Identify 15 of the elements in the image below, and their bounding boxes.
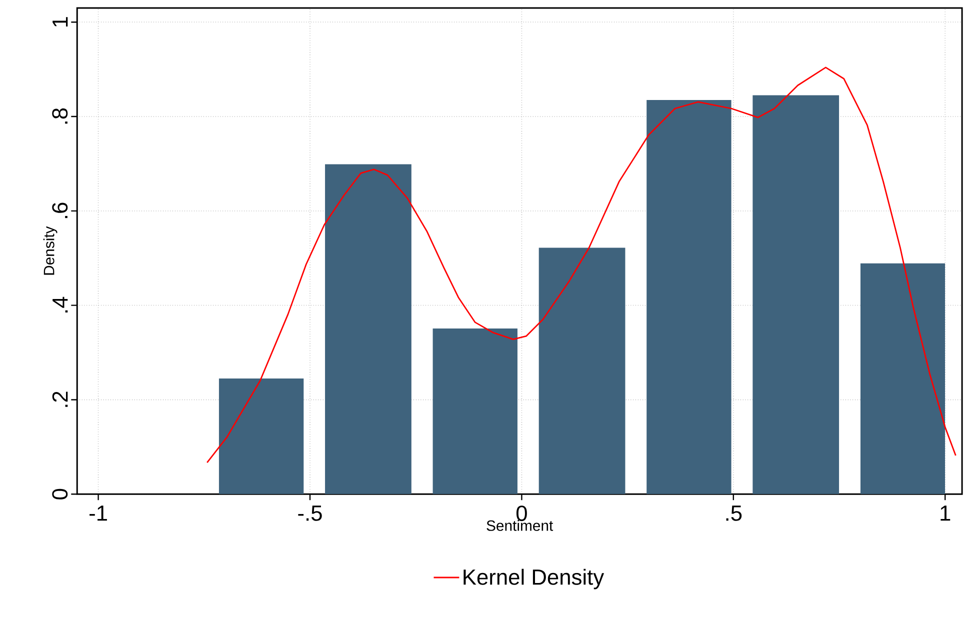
x-tick-label: .5 [726, 505, 742, 521]
y-tick-label: 1 [52, 16, 68, 26]
legend-label: Kernel Density [464, 568, 604, 590]
y-tick-label: .2 [52, 391, 68, 407]
x-axis-title: Sentiment [486, 520, 554, 531]
y-axis-title: Density [43, 226, 58, 274]
y-tick-label: .8 [52, 108, 68, 124]
x-tick-label: -.5 [298, 505, 322, 521]
x-tick-label: -1 [90, 505, 107, 520]
x-tick-label: 0 [516, 505, 527, 521]
y-tick-label: .4 [52, 296, 68, 312]
line-series [206, 66, 956, 464]
y-tick-label: .6 [52, 202, 68, 218]
x-tick-label: 1 [940, 505, 950, 520]
y-tick-label: 0 [52, 488, 68, 500]
